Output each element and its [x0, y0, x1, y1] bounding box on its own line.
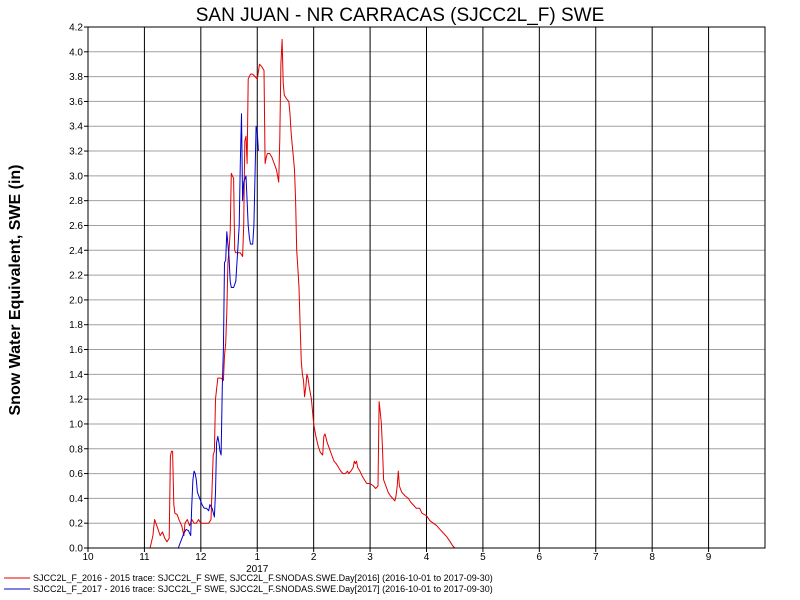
y-tick-label: 0.6 — [69, 469, 83, 480]
legend-entry: SJCC2L_F_2017 - 2016 trace: SJCC2L_F SWE… — [33, 584, 493, 594]
y-tick-label: 2.2 — [69, 271, 83, 282]
x-tick-label: 10 — [82, 552, 94, 563]
y-tick-label: 1.8 — [69, 320, 83, 331]
legend: SJCC2L_F_2016 - 2015 trace: SJCC2L_F SWE… — [4, 573, 493, 594]
x-tick-label: 3 — [367, 552, 373, 563]
y-tick-label: 0.2 — [69, 519, 83, 530]
y-tick-label: 2.0 — [69, 295, 83, 306]
y-tick-label: 3.2 — [69, 147, 83, 158]
y-tick-label: 0.4 — [69, 494, 83, 505]
y-axis-label: Snow Water Equivalent, SWE (in) — [7, 165, 24, 416]
x-tick-label: 9 — [706, 552, 712, 563]
series-line-1 — [141, 38, 458, 549]
series-lines — [141, 38, 458, 549]
x-axis-ticks: 10 11 12 1 2 3 4 5 6 7 8 9 — [82, 548, 712, 563]
y-tick-label: 3.8 — [69, 72, 83, 83]
y-tick-label: 2.4 — [69, 246, 83, 257]
y-tick-label: 0.0 — [69, 544, 83, 555]
gridlines — [88, 27, 765, 548]
y-tick-label: 1.0 — [69, 419, 83, 430]
y-tick-label: 2.6 — [69, 221, 83, 232]
y-tick-label: 3.0 — [69, 171, 83, 182]
year-label: 2017 — [246, 564, 269, 575]
x-tick-label: 2 — [311, 552, 317, 563]
y-tick-label: 1.4 — [69, 370, 83, 381]
x-tick-label: 6 — [537, 552, 543, 563]
y-tick-label: 1.2 — [69, 395, 83, 406]
y-axis-ticks: 0.0 0.2 0.4 0.6 0.8 1.0 1.2 1.4 1.6 1.8 2.0 2.2 2.4 2… — [69, 23, 88, 555]
y-tick-label: 1.6 — [69, 345, 83, 356]
x-tick-label: 8 — [649, 552, 655, 563]
series-line-2 — [177, 113, 259, 549]
y-tick-label: 2.8 — [69, 196, 83, 207]
chart-title: SAN JUAN - NR CARRACAS (SJCC2L_F) SWE — [196, 5, 605, 26]
y-tick-label: 3.6 — [69, 97, 83, 108]
legend-entry: SJCC2L_F_2016 - 2015 trace: SJCC2L_F SWE… — [33, 573, 493, 583]
x-tick-label: 11 — [139, 552, 150, 563]
x-tick-label: 4 — [424, 552, 430, 563]
y-tick-label: 3.4 — [69, 122, 83, 133]
y-tick-label: 4.2 — [69, 23, 83, 34]
y-tick-label: 4.0 — [69, 47, 83, 58]
x-tick-label: 1 — [254, 552, 260, 563]
y-tick-label: 0.8 — [69, 444, 83, 455]
x-tick-label: 7 — [593, 552, 599, 563]
x-tick-label: 5 — [480, 552, 486, 563]
x-tick-label: 12 — [195, 552, 207, 563]
